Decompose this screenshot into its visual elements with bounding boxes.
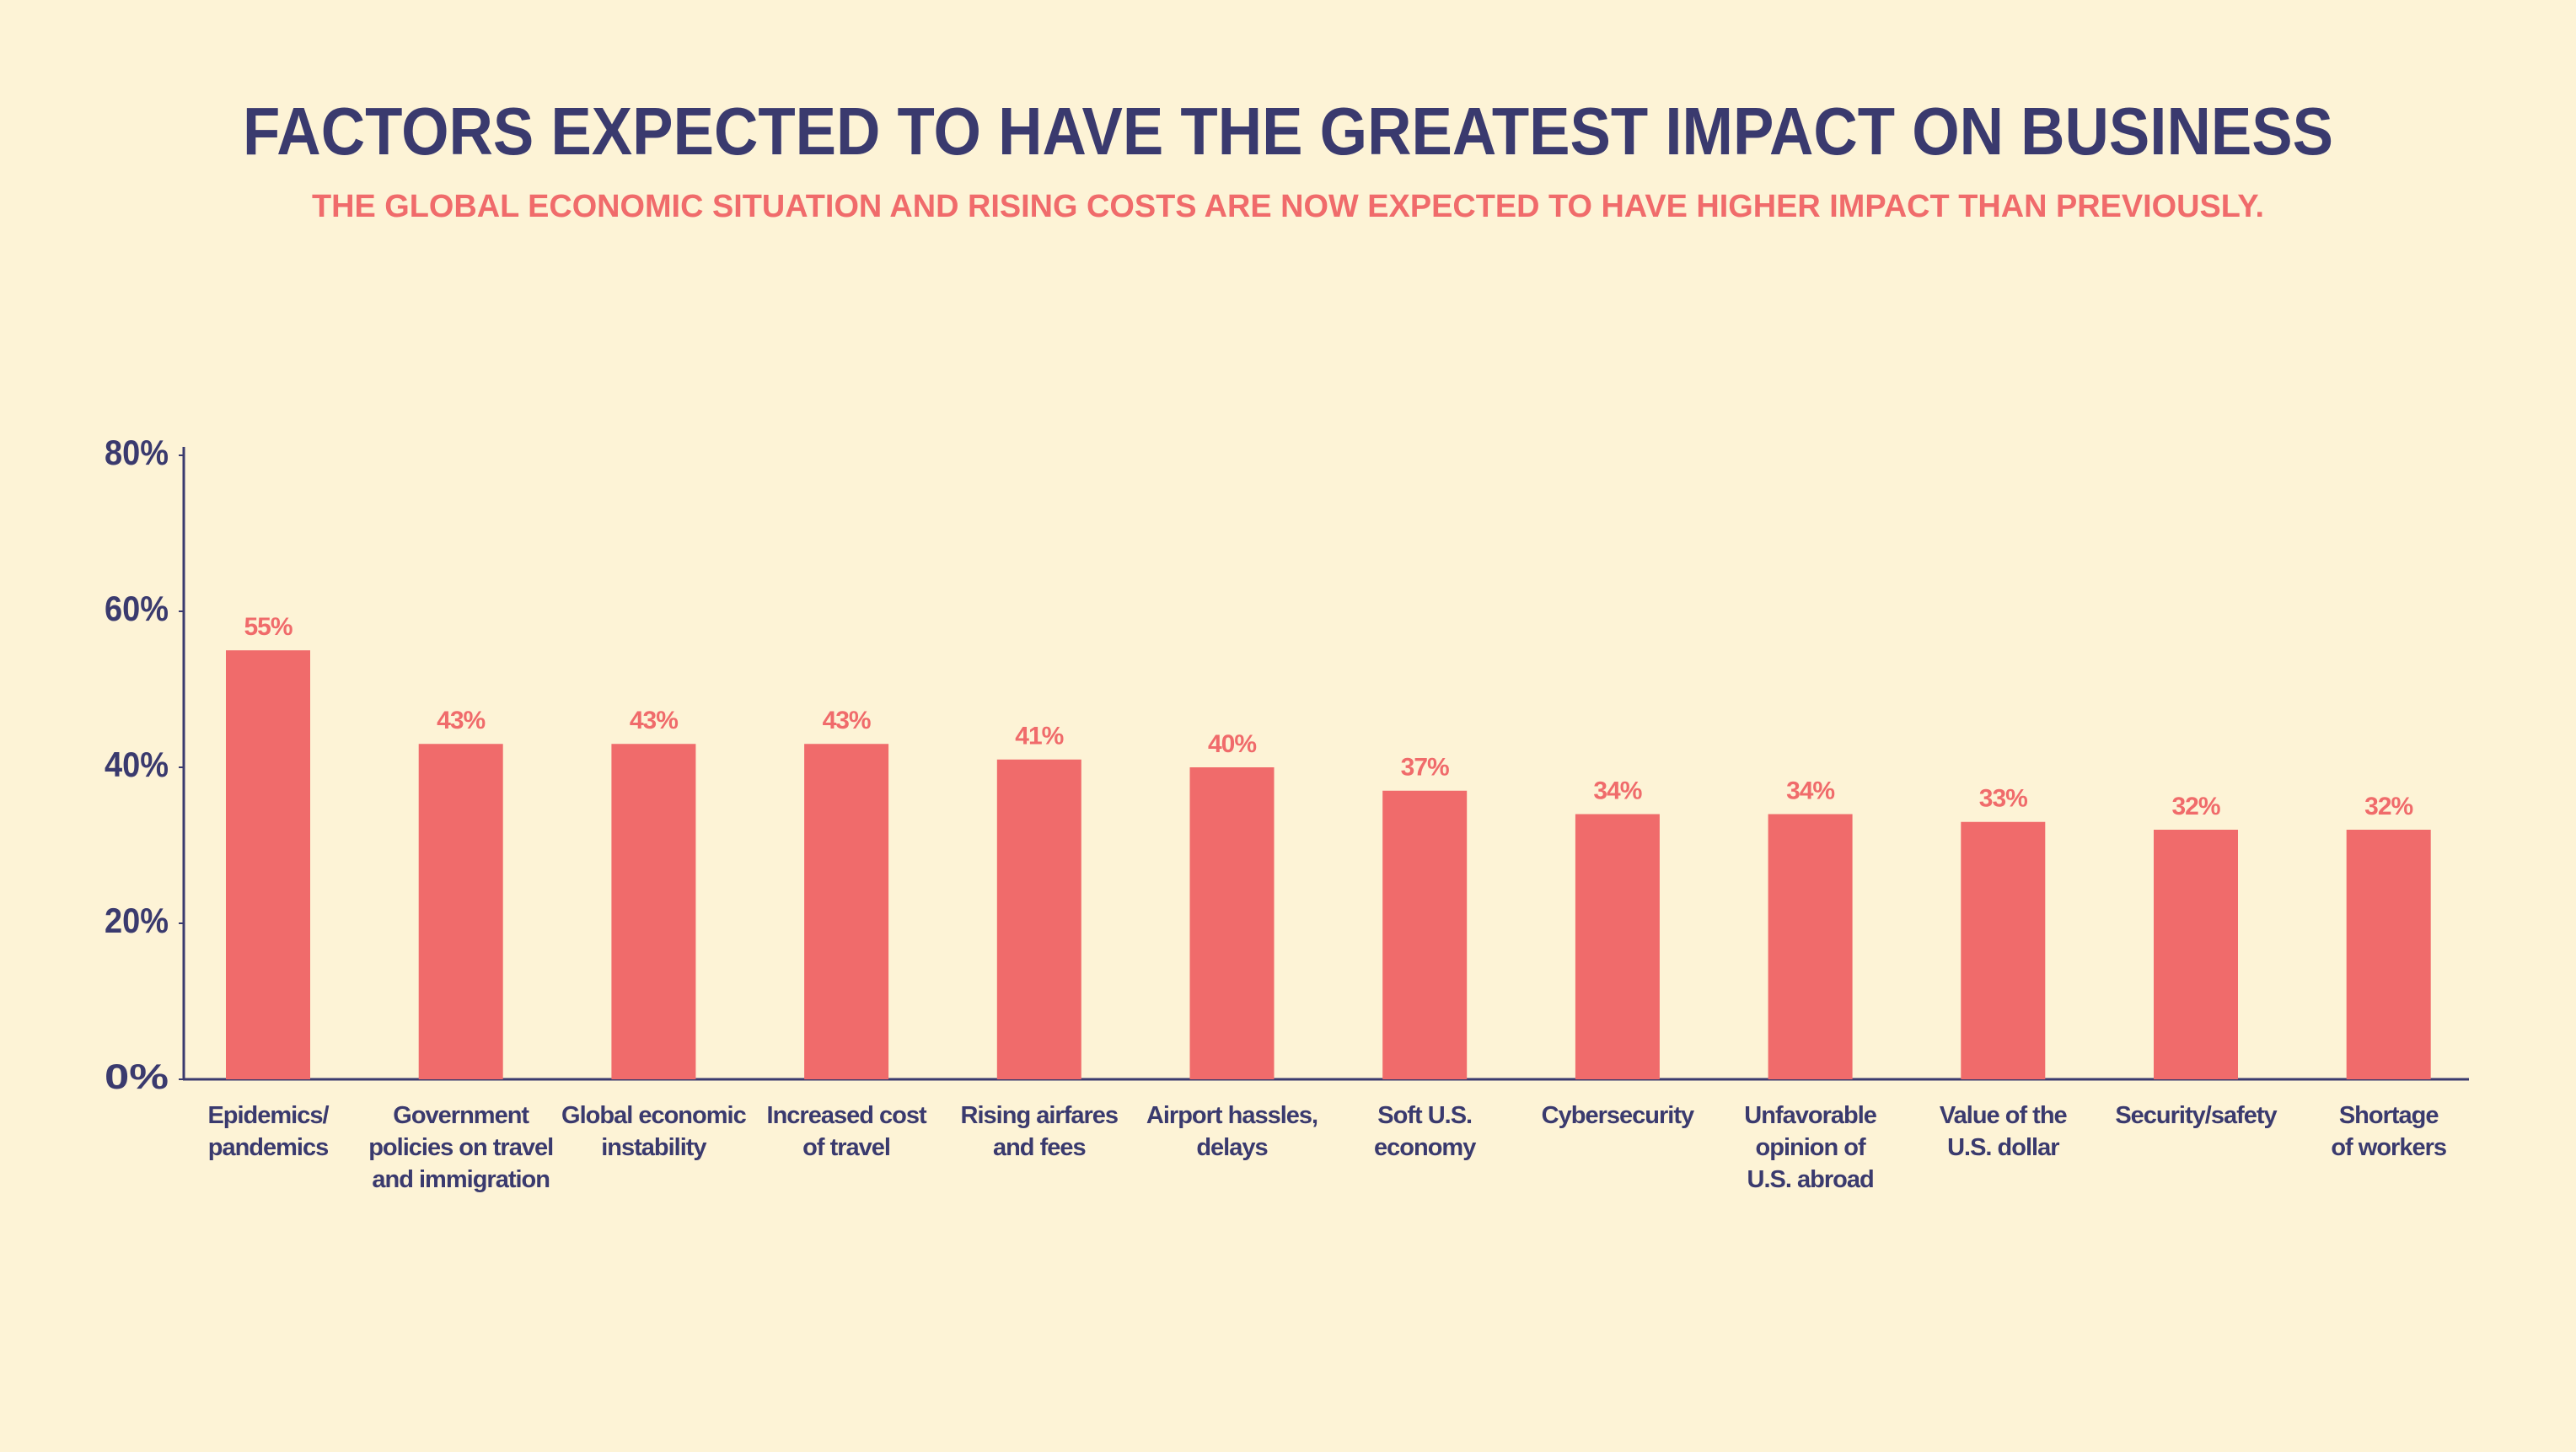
bar	[226, 650, 310, 1079]
x-tick-label: Increased cost of travel	[766, 1102, 927, 1161]
value-label: 32%	[2364, 793, 2412, 820]
bar	[611, 744, 696, 1079]
bar	[1961, 821, 2046, 1079]
x-tick-label: Airport hassles, delays	[1146, 1102, 1318, 1161]
y-tick-label: 60%	[105, 589, 169, 628]
bar	[1189, 767, 1275, 1079]
y-tick-label: 0%	[105, 1057, 169, 1096]
x-tick-label: Unfavorable opinion of U.S. abroad	[1744, 1102, 1877, 1193]
x-tick-label: Epidemics/ pandemics	[207, 1102, 329, 1161]
bar	[2346, 830, 2431, 1079]
value-label: 41%	[1015, 723, 1063, 750]
bar	[2154, 830, 2238, 1079]
bar	[804, 744, 889, 1079]
value-label: 43%	[437, 707, 485, 734]
value-label: 43%	[630, 707, 678, 734]
x-tick-label: Cybersecurity	[1541, 1102, 1694, 1129]
bar	[1382, 790, 1468, 1079]
x-tick-label: Shortage of workers	[2331, 1102, 2447, 1161]
value-label: 40%	[1208, 730, 1256, 758]
bar	[418, 744, 503, 1079]
x-tick-label: Security/safety	[2115, 1102, 2277, 1129]
y-tick-label: 80%	[105, 433, 169, 472]
value-label: 55%	[244, 613, 292, 641]
x-tick-label: Soft U.S. economy	[1374, 1102, 1476, 1161]
x-tick-label: Rising airfares and fees	[960, 1102, 1119, 1161]
value-label: 33%	[1979, 785, 2027, 813]
y-tick-label: 40%	[105, 745, 169, 784]
chart-title: FACTORS EXPECTED TO HAVE THE GREATEST IM…	[243, 94, 2333, 169]
chart-subtitle: THE GLOBAL ECONOMIC SITUATION AND RISING…	[312, 189, 2264, 224]
bar	[996, 759, 1081, 1079]
value-label: 34%	[1593, 777, 1641, 804]
x-tick-label: Global economic instability	[561, 1102, 747, 1161]
bar	[1768, 814, 1853, 1079]
x-tick-label: Government policies on travel and immigr…	[368, 1102, 554, 1193]
value-label: 37%	[1401, 754, 1449, 782]
y-tick-label: 20%	[105, 901, 169, 940]
value-label: 43%	[823, 707, 871, 734]
bar	[1575, 814, 1660, 1079]
value-label: 32%	[2171, 793, 2219, 820]
x-tick-label: Value of the U.S. dollar	[1939, 1102, 2068, 1161]
value-label: 34%	[1786, 777, 1834, 804]
